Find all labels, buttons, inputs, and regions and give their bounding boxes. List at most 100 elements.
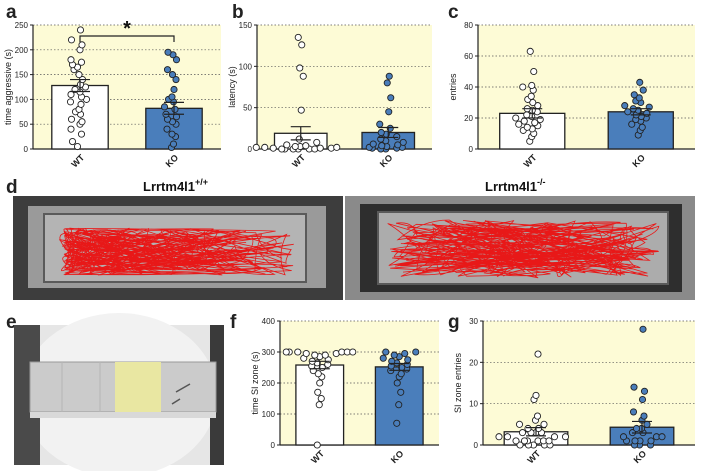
- data-point-wt: [523, 111, 531, 119]
- data-point-wt: [503, 433, 512, 441]
- data-point-ko: [160, 103, 169, 111]
- data-point-ko: [397, 388, 405, 396]
- data-point-wt: [296, 64, 304, 72]
- locomotion-track-wt: [59, 227, 294, 276]
- y-tick-label: 100: [239, 62, 253, 71]
- y-tick-label: 20: [469, 358, 478, 367]
- data-point-ko: [401, 349, 409, 358]
- y-tick-label: 50: [19, 120, 28, 129]
- data-point-wt: [283, 141, 291, 149]
- significance-star: *: [123, 18, 131, 40]
- y-axis-label: time aggressive (s): [3, 49, 13, 125]
- data-point-ko: [393, 379, 401, 387]
- y-tick-label: 0: [248, 145, 253, 154]
- data-point-wt: [530, 67, 538, 76]
- panel-label-d: d: [6, 177, 18, 198]
- category-label-wt: WT: [290, 152, 307, 169]
- data-point-ko: [658, 433, 666, 441]
- data-point-wt: [520, 437, 529, 445]
- y-tick-label: 80: [464, 21, 473, 30]
- data-point-wt: [523, 123, 531, 131]
- data-point-wt: [321, 351, 329, 359]
- data-point-ko: [383, 79, 391, 87]
- data-point-ko: [388, 357, 396, 365]
- data-point-wt: [66, 98, 75, 106]
- data-point-ko: [412, 348, 420, 356]
- data-point-ko: [390, 351, 398, 359]
- data-point-ko: [171, 105, 179, 113]
- panel-label-b: b: [232, 2, 244, 23]
- category-label-ko: KO: [164, 153, 181, 170]
- chart-a: 0 50 100 150 200 250 time aggressive (s) WT KO *: [3, 18, 221, 169]
- data-point-wt: [295, 135, 303, 143]
- data-point-wt: [67, 125, 75, 133]
- genotype-title-wt: Lrrtm4l1+/+: [143, 177, 208, 194]
- data-point-ko: [638, 395, 647, 404]
- data-point-ko: [639, 86, 647, 94]
- data-point-wt: [550, 433, 559, 441]
- data-point-ko: [393, 133, 401, 141]
- arena-photo-wt: [13, 196, 343, 300]
- data-point-wt: [512, 437, 520, 445]
- y-tick-label: 0: [469, 145, 474, 154]
- y-tick-label: 30: [469, 317, 478, 326]
- data-point-wt: [512, 114, 520, 122]
- data-point-wt: [302, 142, 310, 150]
- data-point-ko: [168, 130, 176, 138]
- data-point-ko: [378, 142, 386, 150]
- data-point-ko: [635, 94, 643, 102]
- data-point-ko: [397, 370, 405, 378]
- category-label-ko: KO: [630, 153, 647, 170]
- data-point-wt: [291, 142, 299, 151]
- data-point-ko: [369, 140, 377, 148]
- data-point-wt: [67, 36, 76, 44]
- data-point-ko: [169, 140, 178, 148]
- data-point-wt: [317, 394, 325, 403]
- data-point-ko: [630, 383, 638, 391]
- data-point-wt: [315, 401, 323, 409]
- category-label-ko: KO: [389, 449, 406, 466]
- data-point-wt: [515, 420, 524, 428]
- panel-label-e: e: [6, 312, 17, 333]
- si-zone: [115, 362, 161, 412]
- y-tick-label: 40: [464, 83, 473, 92]
- data-point-wt: [333, 143, 341, 151]
- data-point-ko: [399, 138, 407, 146]
- data-point-ko: [632, 424, 641, 433]
- data-point-ko: [172, 56, 181, 64]
- data-point-wt: [313, 441, 321, 449]
- panel-label-f: f: [230, 312, 237, 333]
- y-tick-label: 150: [15, 71, 29, 80]
- data-point-ko: [164, 48, 172, 56]
- data-point-wt: [316, 144, 324, 152]
- data-point-wt: [294, 33, 302, 41]
- panel-label-g: g: [448, 312, 460, 333]
- data-point-wt: [314, 370, 322, 378]
- significance-bracket: [79, 35, 175, 42]
- data-point-wt: [524, 424, 532, 433]
- y-tick-label: 250: [15, 21, 29, 30]
- data-point-ko: [404, 356, 412, 364]
- data-point-ko: [172, 76, 180, 84]
- data-point-wt: [495, 433, 503, 441]
- data-point-ko: [640, 412, 648, 420]
- y-tick-label: 20: [464, 114, 473, 123]
- y-tick-label: 200: [15, 46, 29, 55]
- panel-label-c: c: [448, 2, 459, 23]
- y-tick-label: 10: [469, 400, 478, 409]
- data-point-ko: [168, 71, 177, 79]
- data-point-ko: [379, 354, 387, 362]
- data-point-wt: [261, 143, 269, 151]
- data-point-wt: [278, 145, 286, 153]
- category-label-ko: KO: [632, 449, 649, 466]
- data-point-ko: [645, 103, 653, 111]
- category-label-wt: WT: [69, 152, 86, 169]
- data-point-ko: [636, 78, 644, 86]
- data-point-ko: [393, 419, 401, 427]
- data-point-ko: [385, 108, 393, 116]
- chart-c: 0 20 40 60 80 entries WT KO: [448, 21, 695, 169]
- data-point-ko: [628, 120, 636, 128]
- data-point-wt: [67, 115, 76, 123]
- data-point-wt: [302, 349, 310, 358]
- data-point-ko: [395, 401, 403, 409]
